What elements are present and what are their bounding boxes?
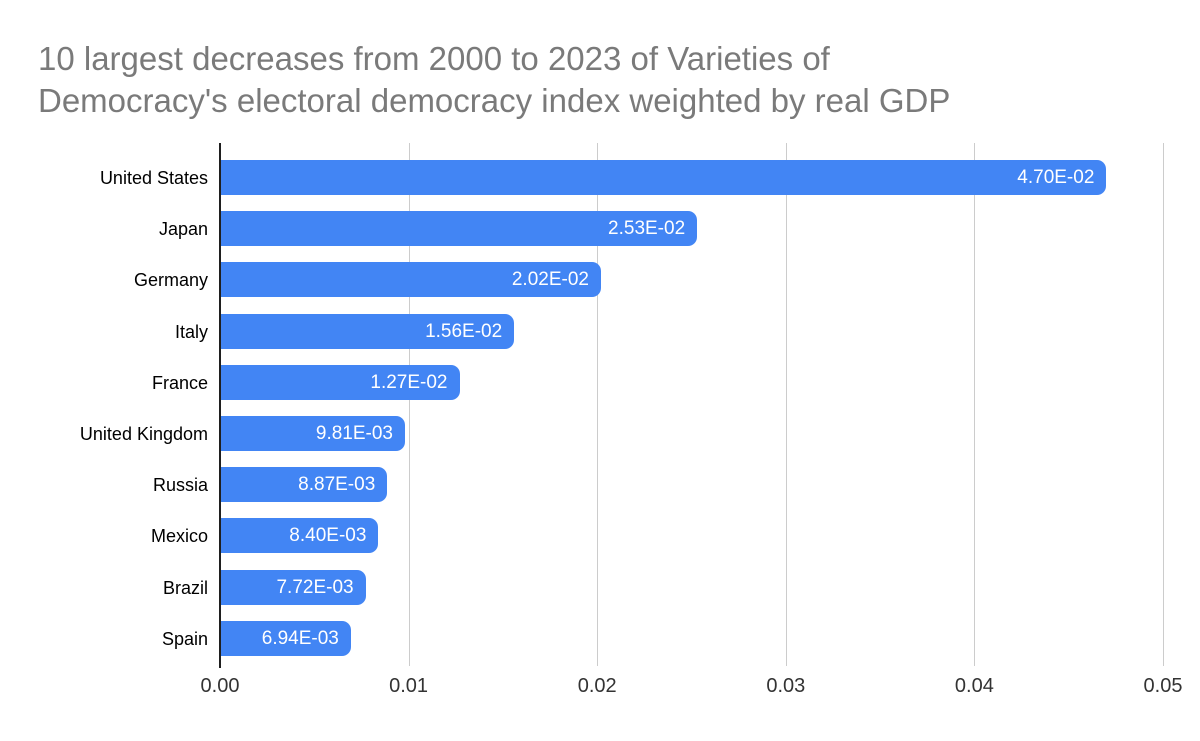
x-axis-tick-label: 0.04 bbox=[954, 675, 994, 697]
bar-spain[interactable]: 6.94E-03 bbox=[221, 621, 351, 656]
gridline bbox=[974, 143, 976, 666]
bar-value-label: 1.27E-02 bbox=[370, 371, 448, 393]
chart-title-line-1: 10 largest decreases from 2000 to 2023 o… bbox=[38, 40, 830, 77]
gridline bbox=[408, 143, 410, 666]
bar-value-label: 2.53E-02 bbox=[608, 217, 686, 239]
bar-russia[interactable]: 8.87E-03 bbox=[221, 467, 388, 502]
bar-value-label: 1.56E-02 bbox=[425, 320, 503, 342]
category-label: Germany bbox=[133, 269, 208, 290]
gridline bbox=[1163, 143, 1164, 666]
bar-value-label: 8.87E-03 bbox=[298, 473, 376, 495]
bar-value-label: 8.40E-03 bbox=[289, 524, 367, 546]
category-label: United Kingdom bbox=[79, 423, 208, 444]
chart-title-line-2: Democracy's electoral democracy index we… bbox=[38, 82, 951, 119]
category-label: Brazil bbox=[162, 577, 208, 598]
x-axis-tick-label: 0.03 bbox=[766, 675, 806, 697]
category-label: Italy bbox=[174, 321, 208, 342]
bar-value-label: 4.70E-02 bbox=[1017, 166, 1095, 188]
category-label: Russia bbox=[152, 474, 208, 495]
bar-value-label: 7.72E-03 bbox=[276, 576, 354, 598]
bar-united-states[interactable]: 4.70E-02 bbox=[221, 160, 1107, 195]
gridline bbox=[597, 143, 599, 666]
bar-mexico[interactable]: 8.40E-03 bbox=[221, 518, 379, 553]
x-axis-tick-label: 0.01 bbox=[389, 675, 429, 697]
gridline bbox=[785, 143, 787, 666]
y-axis-baseline bbox=[219, 143, 221, 668]
x-axis-tick-label: 0.00 bbox=[200, 675, 240, 697]
bar-brazil[interactable]: 7.72E-03 bbox=[221, 570, 366, 605]
bar-value-label: 6.94E-03 bbox=[261, 627, 339, 649]
bar-france[interactable]: 1.27E-02 bbox=[221, 365, 460, 400]
bar-japan[interactable]: 2.53E-02 bbox=[221, 211, 698, 246]
bar-value-label: 2.02E-02 bbox=[511, 268, 589, 290]
category-label: France bbox=[151, 372, 208, 393]
category-label: Japan bbox=[158, 218, 208, 239]
category-label: United States bbox=[99, 167, 208, 188]
category-label: Mexico bbox=[150, 525, 208, 546]
bar-italy[interactable]: 1.56E-02 bbox=[221, 314, 515, 349]
category-label: Spain bbox=[161, 628, 208, 649]
x-axis-tick-label: 0.05 bbox=[1143, 675, 1183, 697]
x-axis-tick-label: 0.02 bbox=[577, 675, 617, 697]
bar-value-label: 9.81E-03 bbox=[315, 422, 394, 444]
bar-united-kingdom[interactable]: 9.81E-03 bbox=[221, 416, 406, 451]
chart-title: 10 largest decreases from 2000 to 2023 o… bbox=[38, 38, 1178, 122]
bar-germany[interactable]: 2.02E-02 bbox=[221, 262, 601, 297]
